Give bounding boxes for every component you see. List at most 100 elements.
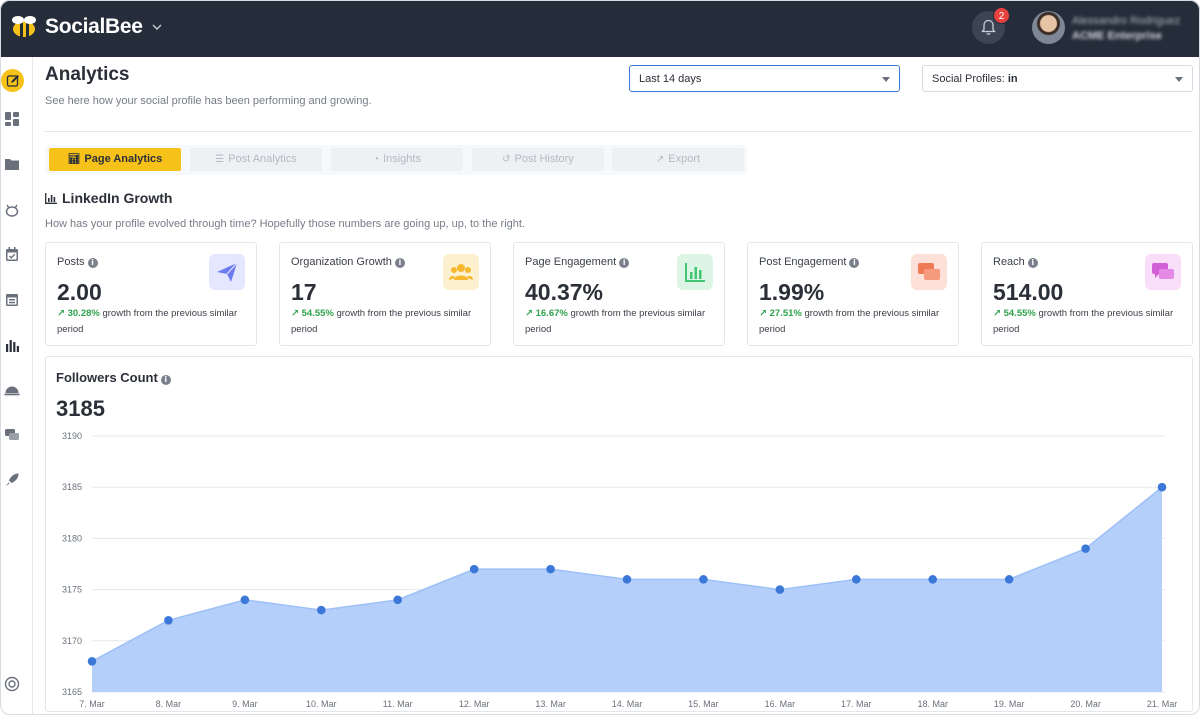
data-point: [928, 575, 938, 584]
avatar[interactable]: [1032, 11, 1065, 44]
top-bar: SocialBee 2 Alessandro Rodriguez ACME En…: [0, 0, 1200, 57]
section-title-text: LinkedIn Growth: [62, 190, 173, 206]
followers-title: Followers Count i: [56, 370, 171, 385]
data-point: [775, 585, 785, 594]
info-icon[interactable]: i: [849, 258, 860, 268]
dashboard-icon[interactable]: [4, 111, 20, 127]
social-profiles-label: Social Profiles:: [932, 73, 1005, 85]
compose-icon: [6, 75, 19, 87]
x-tick-label: 8. Mar: [156, 699, 182, 709]
date-range-value: Last 14 days: [639, 73, 702, 85]
bee-logo-icon[interactable]: [4, 12, 42, 44]
tab-page-analytics[interactable]: 📊︎ Page Analytics: [49, 148, 181, 171]
concierge-icon[interactable]: [4, 381, 20, 397]
metric-label: Reach i: [993, 256, 1038, 268]
social-profiles-value: in: [1007, 73, 1018, 85]
bell-icon: [981, 19, 996, 35]
x-tick-label: 21. Mar: [1147, 699, 1178, 709]
data-point: [546, 564, 555, 574]
analytics-icon[interactable]: [4, 337, 20, 353]
growth-percent: ↗ 16.67%: [525, 308, 568, 319]
dropdown-caret-icon: [882, 77, 890, 82]
metric-label: Page Engagement i: [525, 256, 630, 268]
y-tick-label: 3175: [62, 585, 82, 595]
calendar-icon[interactable]: [4, 246, 20, 262]
x-tick-label: 19. Mar: [994, 699, 1025, 709]
trend-up-icon: ↗: [525, 308, 533, 319]
x-tick-label: 11. Mar: [383, 699, 413, 709]
data-point: [87, 656, 97, 666]
y-tick-label: 3180: [62, 533, 82, 543]
header-divider: [45, 131, 1193, 132]
chevron-down-icon[interactable]: [152, 22, 162, 32]
metric-value: 514.00: [993, 279, 1064, 305]
x-tick-label: 13. Mar: [535, 699, 566, 709]
followers-area-chart: 3165 3170 3175 3180 3185 3190 7. Mar 8. Mar 9. M…: [62, 431, 1178, 709]
data-point: [469, 564, 479, 574]
info-icon[interactable]: i: [619, 258, 630, 268]
help-icon[interactable]: [4, 676, 20, 692]
metric-label: Post Engagement i: [759, 256, 860, 268]
info-icon[interactable]: i: [87, 258, 98, 268]
data-point: [851, 575, 861, 584]
growth-percent: ↗ 30.28%: [57, 308, 100, 319]
bar-chart-icon: [677, 254, 713, 290]
x-tick-label: 12. Mar: [459, 699, 490, 709]
data-point: [1081, 544, 1090, 553]
info-icon[interactable]: i: [394, 258, 405, 268]
metric-card-reach: Reach i 514.00 ↗ 54.55% growth from the p…: [981, 242, 1193, 346]
x-tick-label: 17. Mar: [841, 699, 872, 709]
bar-chart-icon: [45, 193, 57, 204]
y-tick-label: 3170: [62, 636, 82, 646]
folder-icon[interactable]: [4, 156, 20, 172]
bar-chart-icon: 📊︎: [67, 154, 81, 165]
data-point: [393, 595, 403, 605]
metric-card-posts: Posts i 2.00 ↗ 30.28% growth from the pre…: [45, 242, 257, 346]
chat-icon[interactable]: [4, 427, 20, 443]
users-icon: [443, 254, 479, 290]
paper-plane-icon: [209, 254, 245, 290]
section-title: LinkedIn Growth: [45, 190, 172, 206]
tab-export[interactable]: ↗ Export: [612, 148, 744, 171]
bee-icon[interactable]: [4, 202, 20, 218]
user-organization[interactable]: ACME Enterprise: [1072, 30, 1162, 42]
metric-card-post-engagement: Post Engagement i 1.99% ↗ 27.51% growth f…: [747, 242, 959, 346]
date-range-select[interactable]: Last 14 days: [629, 65, 900, 92]
info-icon[interactable]: i: [160, 375, 171, 385]
data-point: [622, 575, 632, 584]
user-name[interactable]: Alessandro Rodriguez: [1072, 15, 1181, 27]
page-title: Analytics: [45, 64, 130, 85]
x-tick-label: 18. Mar: [917, 699, 948, 709]
dropdown-caret-icon: [1175, 77, 1183, 82]
info-icon[interactable]: i: [1027, 258, 1038, 268]
metric-card-organization-growth: Organization Growth i 17 ↗ 54.55% growth …: [279, 242, 491, 346]
x-tick-label: 20. Mar: [1070, 699, 1101, 709]
rocket-icon[interactable]: [4, 472, 20, 488]
growth-percent: ↗ 54.55%: [993, 308, 1036, 319]
metric-value: 17: [291, 279, 317, 305]
tab-post-analytics[interactable]: ☰ Post Analytics: [190, 148, 322, 171]
y-tick-label: 3165: [62, 687, 82, 697]
social-profiles-select[interactable]: Social Profiles: in: [922, 65, 1193, 92]
x-tick-label: 14. Mar: [612, 699, 643, 709]
tab-post-history[interactable]: ↺ Post History: [472, 148, 604, 171]
metric-growth: ↗ 54.55% growth from the previous simila…: [291, 308, 472, 335]
metric-growth: ↗ 30.28% growth from the previous simila…: [57, 308, 238, 335]
brand-name[interactable]: SocialBee: [45, 15, 143, 38]
x-tick-label: 7. Mar: [79, 699, 105, 709]
growth-percent: ↗ 27.51%: [759, 308, 802, 319]
metric-value: 2.00: [57, 279, 102, 305]
page-subtitle: See here how your social profile has bee…: [45, 95, 372, 107]
metric-label: Organization Growth i: [291, 256, 405, 268]
y-tick-label: 3185: [62, 482, 82, 492]
trend-up-icon: ↗: [57, 308, 65, 319]
chat-icon: [911, 254, 947, 290]
tab-insights[interactable]: ◔ Insights: [331, 148, 463, 171]
section-subtitle: How has your profile evolved through tim…: [45, 218, 525, 230]
followers-value: 3185: [56, 396, 105, 421]
history-icon: ↺: [502, 154, 511, 165]
analytics-tabs: 📊︎ Page Analytics ☰ Post Analytics ◔ Insigh…: [45, 145, 747, 175]
schedule-icon[interactable]: [4, 291, 20, 307]
y-tick-label: 3190: [62, 431, 82, 441]
growth-percent: ↗ 54.55%: [291, 308, 334, 319]
